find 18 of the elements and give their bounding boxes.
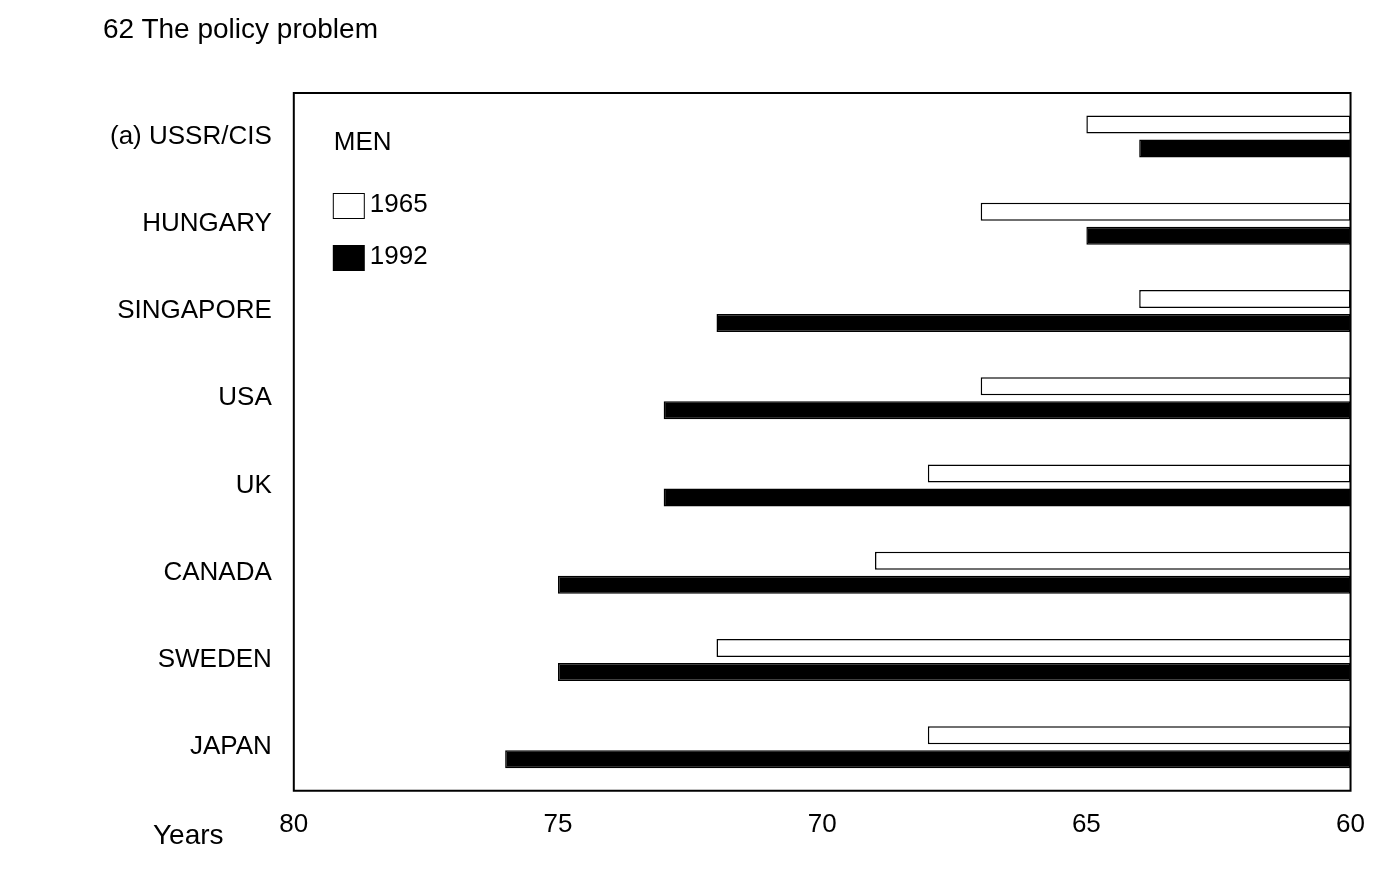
- x-axis-title: Years: [153, 818, 224, 850]
- text: 62 The policy problem: [103, 12, 378, 44]
- legend-title: MEN: [333, 126, 392, 157]
- y-tick-label: HUNGARY: [142, 207, 272, 238]
- x-tick-label: 70: [807, 807, 837, 838]
- y-tick-label: UK: [235, 468, 273, 499]
- y-tick-label: (a) USSR/CIS: [109, 119, 272, 150]
- x-tick-label: 75: [543, 807, 573, 838]
- x-tick-label: 60: [1336, 807, 1365, 838]
- legend-label: 1992: [369, 240, 428, 271]
- y-tick-label: JAPAN: [189, 730, 272, 761]
- legend-label: 1965: [369, 188, 428, 219]
- y-tick-label: SWEDEN: [157, 643, 272, 674]
- y-tick-label: SINGAPORE: [117, 294, 272, 325]
- x-tick-label: 65: [1071, 807, 1101, 838]
- x-tick-label: 80: [279, 807, 309, 838]
- y-tick-label: USA: [218, 381, 273, 412]
- y-tick-label: CANADA: [163, 555, 273, 586]
